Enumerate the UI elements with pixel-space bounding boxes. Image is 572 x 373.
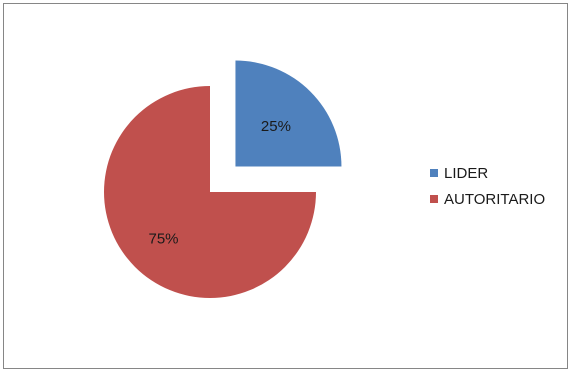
pie-slice-autoritario xyxy=(104,86,316,298)
legend-swatch-lider xyxy=(430,169,438,177)
pie-slice-lider xyxy=(235,60,342,167)
data-label-lider: 25% xyxy=(261,118,291,135)
legend-item-autoritario: AUTORITARIO xyxy=(430,186,545,212)
chart-area xyxy=(3,3,568,369)
data-label-autoritario: 75% xyxy=(149,230,179,247)
legend-item-lider: LIDER xyxy=(430,160,545,186)
legend-swatch-autoritario xyxy=(430,195,438,203)
legend: LIDER AUTORITARIO xyxy=(430,160,545,212)
legend-label-lider: LIDER xyxy=(444,164,489,182)
legend-label-autoritario: AUTORITARIO xyxy=(444,190,546,208)
